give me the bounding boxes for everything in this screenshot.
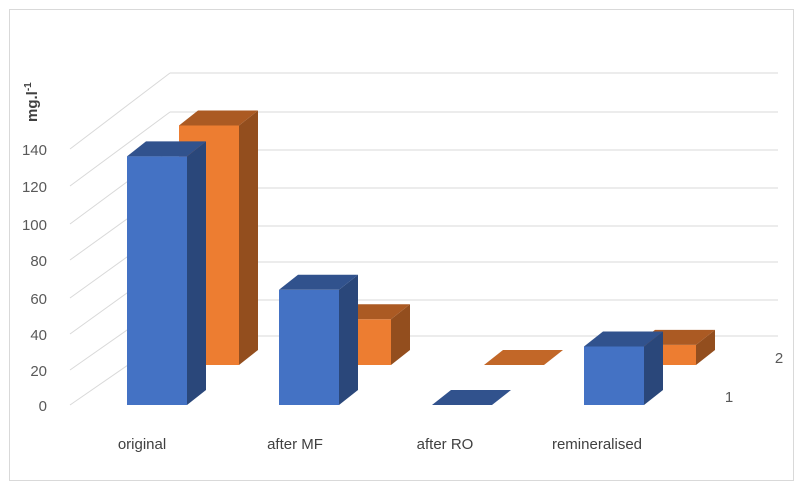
bar-s1-remineralised: [584, 331, 663, 405]
series-label-1: 1: [725, 389, 733, 406]
bar-s1-after-RO: [432, 390, 511, 405]
category-label: remineralised: [552, 436, 642, 453]
series-depth-labels: 12: [725, 350, 783, 406]
series-label-2: 2: [775, 350, 783, 367]
y-tick-label: 140: [22, 142, 47, 159]
y-tick-label: 80: [30, 253, 47, 270]
category-labels: original after MF after RO remineralised: [118, 436, 642, 453]
bar-s1-original: [127, 141, 206, 406]
y-tick-label: 60: [30, 291, 47, 308]
category-label: original: [118, 436, 166, 453]
y-tick-label: 20: [30, 363, 47, 380]
y-tick-label: 40: [30, 327, 47, 344]
y-tick-label: 0: [39, 398, 47, 415]
y-tick-label: 100: [22, 217, 47, 234]
bar-s1-after-MF: [279, 274, 358, 405]
gridline-side: [69, 111, 171, 187]
category-label: after RO: [417, 436, 474, 453]
bars: [127, 110, 715, 406]
y-tick-label: 120: [22, 179, 47, 196]
category-label: after MF: [267, 436, 323, 453]
bar-s2-after-RO: [484, 350, 563, 365]
y-axis-ticks: 0 20 40 60 80 100 120 140: [22, 142, 47, 415]
y-axis-label: mg.l-1: [23, 82, 41, 122]
gridline-side: [69, 72, 171, 150]
